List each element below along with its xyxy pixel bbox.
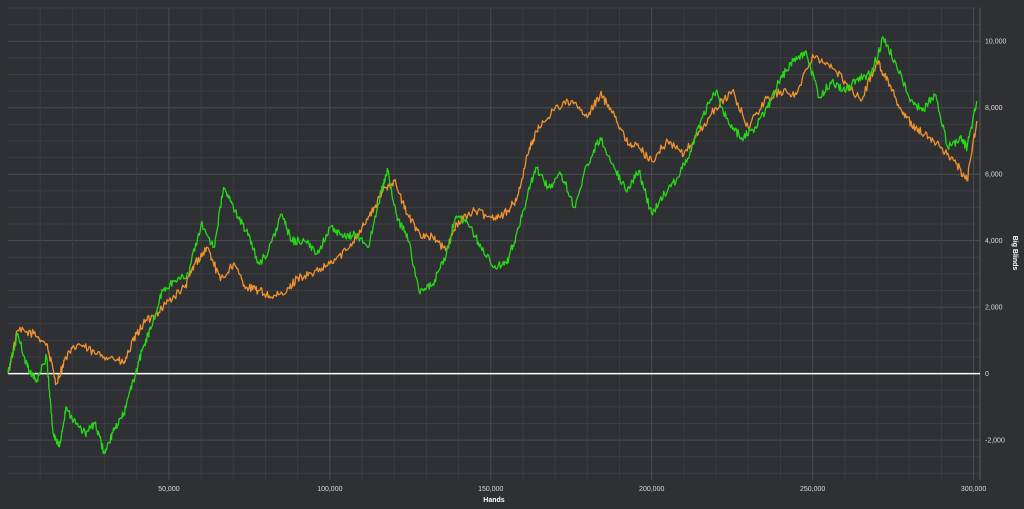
y-tick-label: 10,000 — [985, 39, 1007, 46]
y-tick-label: 2,000 — [985, 305, 1003, 312]
y-tick-label: -2,000 — [985, 438, 1005, 445]
x-tick-label: 250,000 — [800, 486, 825, 493]
x-tick-label: 300,000 — [961, 486, 986, 493]
y-axis-title: Big Blinds — [1011, 236, 1018, 271]
y-tick-label: 4,000 — [985, 238, 1003, 245]
x-tick-labels: 50,000 100,000 150,000 200,000 250,000 300,00… — [158, 486, 986, 493]
x-axis-title: Hands — [483, 497, 505, 504]
x-tick-label: 150,000 — [478, 486, 503, 493]
series-layer — [7, 36, 978, 455]
series-line-2 — [7, 36, 978, 455]
y-tick-label: 8,000 — [985, 105, 1003, 112]
x-tick-label: 50,000 — [158, 486, 180, 493]
y-tick-labels: -2,000 0 2,000 4,000 6,000 8,000 10,000 — [985, 39, 1007, 445]
y-tick-label: 0 — [985, 371, 989, 378]
y-tick-label: 6,000 — [985, 172, 1003, 179]
x-tick-label: 100,000 — [317, 486, 342, 493]
gridlines — [8, 7, 981, 480]
x-tick-label: 200,000 — [639, 486, 664, 493]
